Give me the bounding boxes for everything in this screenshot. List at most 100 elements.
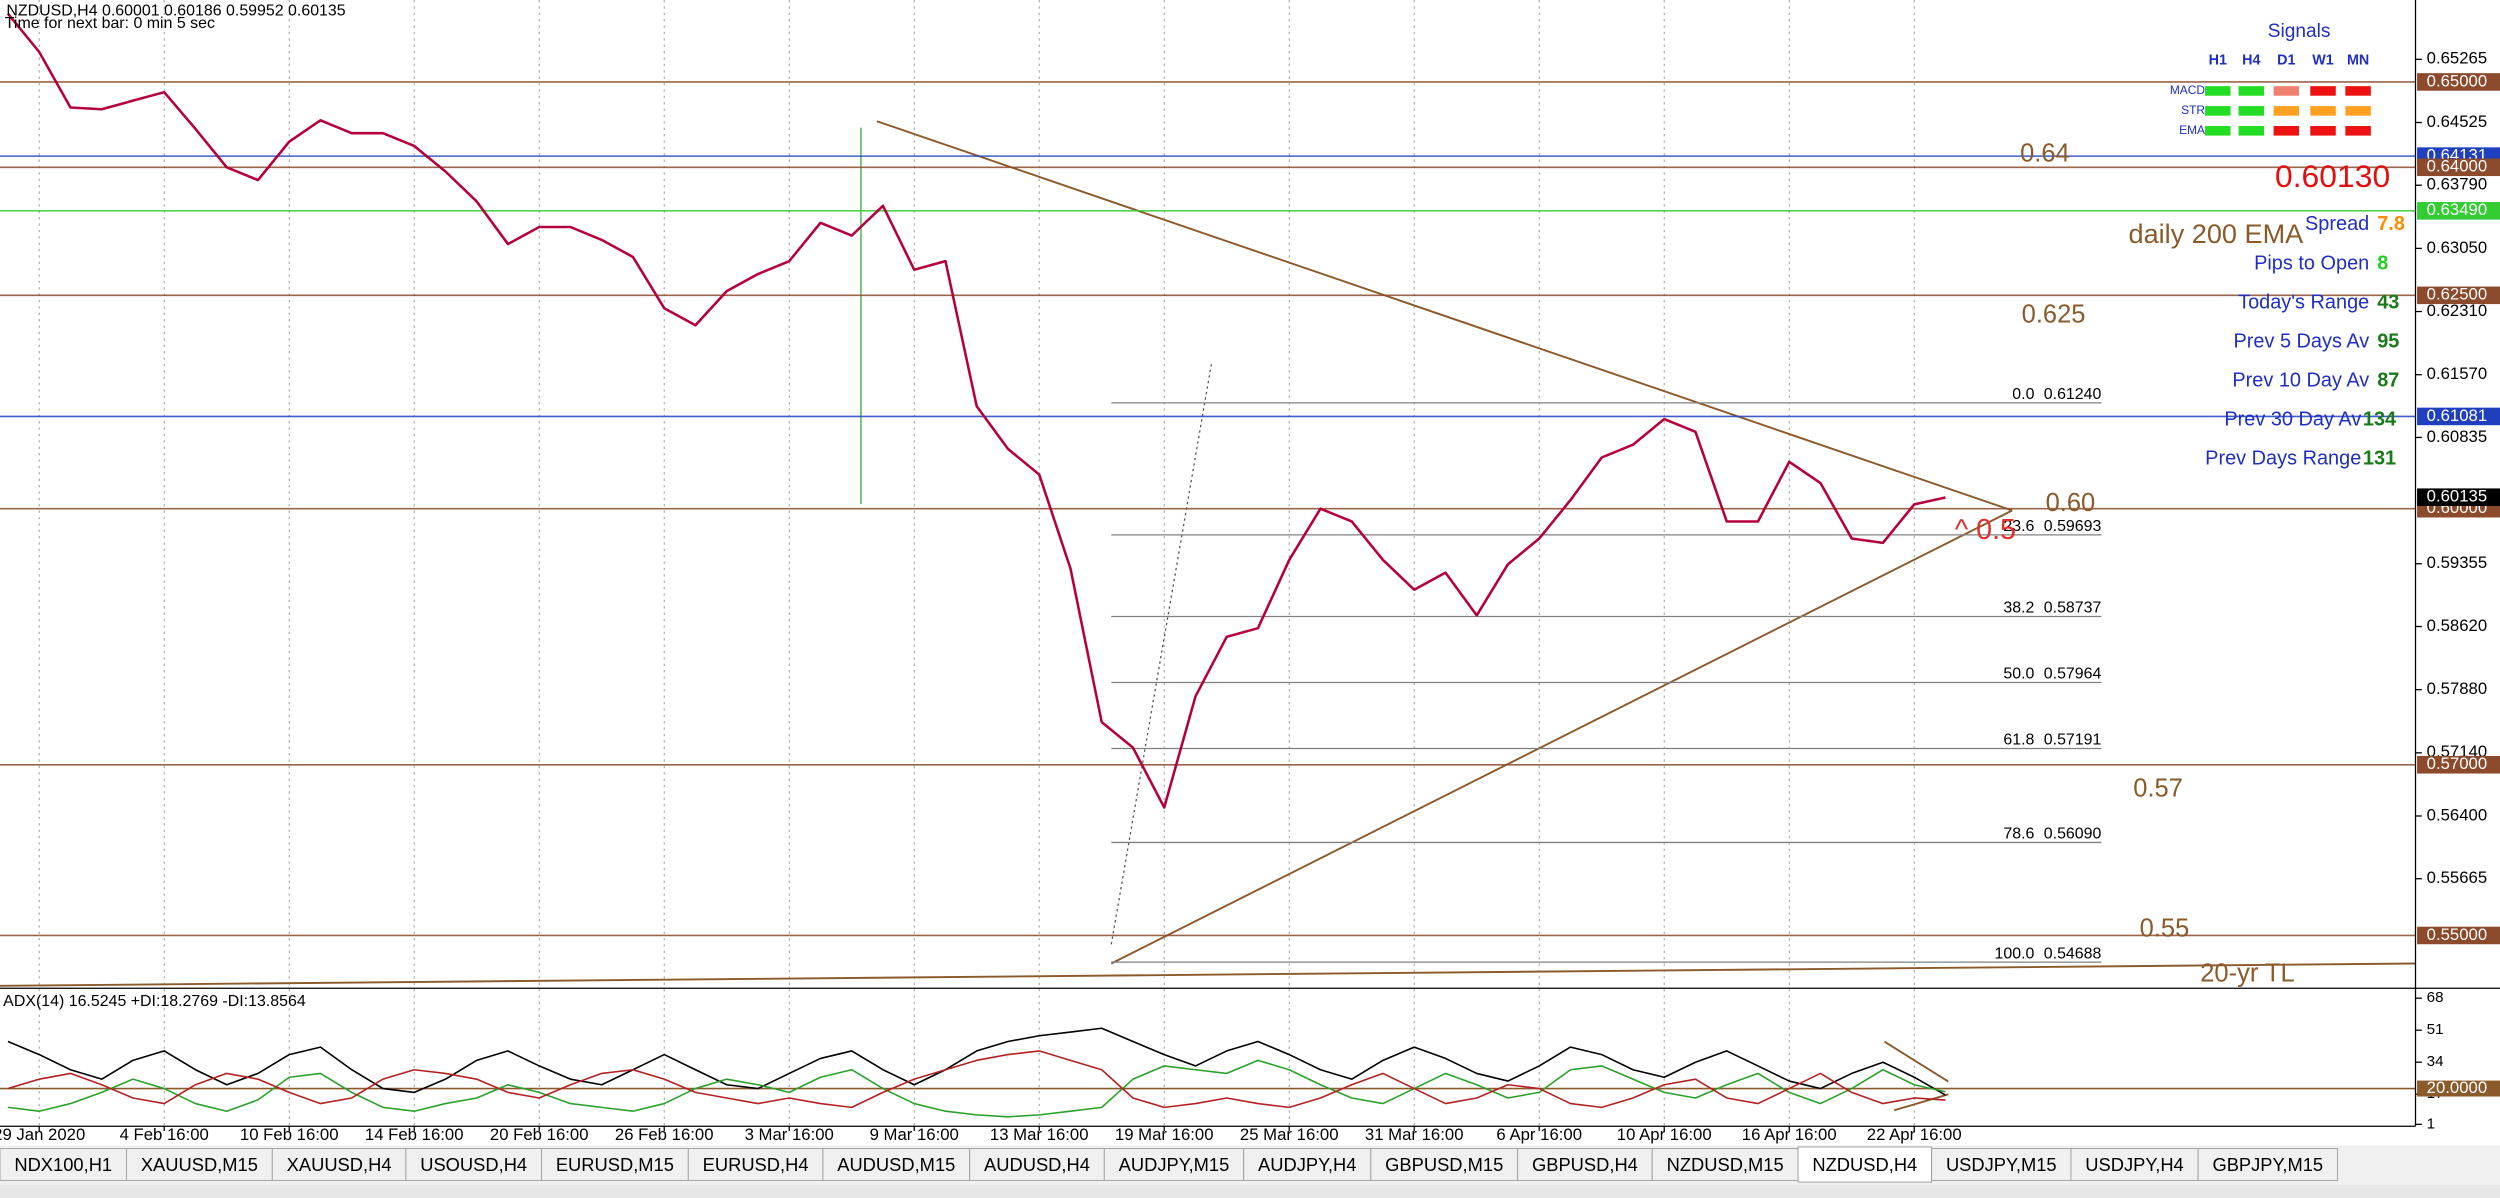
adx-y-tick-label: 51	[2427, 1021, 2444, 1038]
bid-price: 0.60130	[2275, 158, 2390, 194]
x-tick-label: 10 Feb 16:00	[240, 1125, 339, 1144]
symbol-tab-label[interactable]: NZDUSD,M15	[1667, 1154, 1784, 1175]
annotation: ^ 0.5	[1955, 514, 2016, 546]
info-value: 87	[2377, 370, 2399, 392]
trendline-20yr	[0, 962, 2416, 987]
x-tick-label: 6 Apr 16:00	[1496, 1125, 1582, 1144]
symbol-tab[interactable]	[1103, 1148, 1245, 1181]
trendline-lower	[1110, 509, 2013, 965]
x-tick-label: 22 Apr 16:00	[1867, 1125, 1962, 1144]
price-level-box	[2417, 926, 2500, 945]
scrollbar	[0, 1185, 2500, 1198]
y-tick-label: 0.63790	[2427, 175, 2487, 194]
symbol-tab[interactable]	[1243, 1148, 1372, 1181]
adx-trendline-lower	[1893, 1093, 1949, 1112]
fib-level-label: 23.6	[2003, 518, 2034, 535]
price-level-label: 0.61081	[2427, 406, 2487, 425]
symbol-tab-label[interactable]: USOUSD,H4	[420, 1154, 527, 1175]
symbol-tab-label[interactable]: XAUUSD,M15	[141, 1154, 258, 1175]
symbol-tab-label[interactable]: AUDUSD,M15	[837, 1154, 955, 1175]
x-tick-label: 19 Mar 16:00	[1115, 1125, 1214, 1144]
annotation: 0.625	[2022, 301, 2086, 329]
info-value: 7.8	[2377, 213, 2405, 235]
symbol-tab[interactable]	[1797, 1146, 1933, 1183]
symbol-tab[interactable]	[1370, 1148, 1519, 1181]
signal-block	[2345, 106, 2371, 116]
signal-column: D1	[2277, 52, 2295, 68]
signal-block	[2205, 86, 2231, 96]
symbol-tab-label[interactable]: USDJPY,M15	[1946, 1154, 2057, 1175]
y-tick-label: 0.57880	[2427, 679, 2487, 698]
symbol-tab[interactable]	[687, 1148, 824, 1181]
signal-block	[2345, 126, 2371, 136]
info-label: Spread	[2305, 213, 2369, 235]
symbol-tab-label[interactable]: NDX100,H1	[14, 1154, 112, 1175]
symbol-tab[interactable]	[405, 1148, 542, 1181]
fib-level-label: 38.2	[2003, 600, 2034, 617]
symbol-tab[interactable]	[1517, 1148, 1653, 1181]
x-tick-label: 26 Feb 16:00	[615, 1125, 714, 1144]
info-label: Prev 30 Day Av	[2224, 409, 2361, 431]
price-level-label: 0.64000	[2427, 157, 2487, 176]
info-value: 95	[2377, 330, 2399, 352]
signal-block	[2238, 106, 2265, 116]
fib-price-label: 0.61240	[2044, 386, 2102, 403]
price-level-box	[2417, 73, 2500, 91]
symbol-tab-label[interactable]: AUDJPY,H4	[1258, 1154, 1356, 1175]
symbol-tab-label[interactable]: GBPUSD,M15	[1385, 1154, 1503, 1175]
symbol-tab-label[interactable]: NZDUSD,H4	[1812, 1154, 1917, 1175]
symbol-tab[interactable]	[2197, 1148, 2338, 1181]
price-level-label: 0.55000	[2427, 925, 2487, 944]
price-level-box	[2417, 407, 2500, 426]
symbol-tab-label[interactable]: EURUSD,H4	[703, 1154, 809, 1175]
annotation: daily 200 EMA	[2129, 218, 2305, 249]
x-tick-label: 25 Mar 16:00	[1240, 1125, 1339, 1144]
x-tick-label: 14 Feb 16:00	[365, 1125, 464, 1144]
fib-price-label: 0.58737	[2044, 600, 2102, 617]
symbol-tab[interactable]	[0, 1148, 127, 1181]
series-line	[7, 1059, 1946, 1118]
symbol-tab[interactable]	[541, 1148, 689, 1181]
symbol-tab-label[interactable]: GBPUSD,H4	[1532, 1154, 1638, 1175]
symbol-tab[interactable]	[969, 1148, 1105, 1181]
symbol-tab-label[interactable]: AUDUSD,H4	[984, 1154, 1090, 1175]
info-value: 131	[2363, 448, 2396, 470]
chart-header: NZDUSD,H4 0.60001 0.60186 0.59952 0.6013…	[6, 2, 345, 19]
grid-layer	[38, 0, 1915, 1127]
symbol-tab[interactable]	[2070, 1148, 2199, 1181]
y-tick-label: 0.65265	[2427, 49, 2487, 68]
symbol-tab[interactable]	[271, 1148, 407, 1181]
signal-block	[2273, 126, 2300, 136]
signal-row-label: EMA	[2179, 123, 2205, 137]
info-label: Prev 5 Days Av	[2233, 330, 2369, 352]
signal-column: H1	[2209, 52, 2227, 68]
x-tick-label: 29 Jan 2020	[0, 1125, 85, 1144]
y-tick-label: 0.58620	[2427, 616, 2487, 635]
info-label: Today's Range	[2238, 291, 2369, 313]
symbol-tab-label[interactable]: AUDJPY,M15	[1119, 1154, 1230, 1175]
symbol-tab-label[interactable]: EURUSD,M15	[556, 1154, 674, 1175]
symbol-tab-label[interactable]: XAUUSD,H4	[287, 1154, 392, 1175]
signal-block	[2238, 86, 2265, 96]
trendline-upper	[876, 120, 2013, 512]
symbol-tab[interactable]	[1651, 1148, 1799, 1181]
x-tick-label: 16 Apr 16:00	[1742, 1125, 1837, 1144]
adx-level-box	[2417, 1080, 2500, 1097]
fib-price-label: 0.57964	[2044, 666, 2102, 683]
y-tick-label: 0.56400	[2427, 805, 2487, 824]
price-level-label: 0.63490	[2427, 200, 2487, 219]
y-tick-label: 0.60835	[2427, 427, 2487, 446]
annotation: 0.64	[2020, 139, 2070, 167]
symbol-tab-label[interactable]: USDJPY,H4	[2085, 1154, 2183, 1175]
y-tick-label: 0.64525	[2427, 112, 2487, 131]
fib-level-label: 50.0	[2003, 666, 2034, 683]
adx-y-tick-label: 34	[2427, 1053, 2444, 1070]
plot-layer: 0.0 0.61240 23.6 0.59693 38.2 0.58737 50.0 0.57…	[0, 12, 2416, 1118]
x-tick-label: 4 Feb 16:00	[120, 1125, 209, 1144]
symbol-tab-label[interactable]: GBPJPY,M15	[2212, 1154, 2323, 1175]
y-tick-label: 0.63050	[2427, 238, 2487, 257]
symbol-tab[interactable]	[126, 1148, 273, 1181]
signal-column: W1	[2312, 52, 2334, 68]
symbol-tab[interactable]	[1931, 1148, 2072, 1181]
